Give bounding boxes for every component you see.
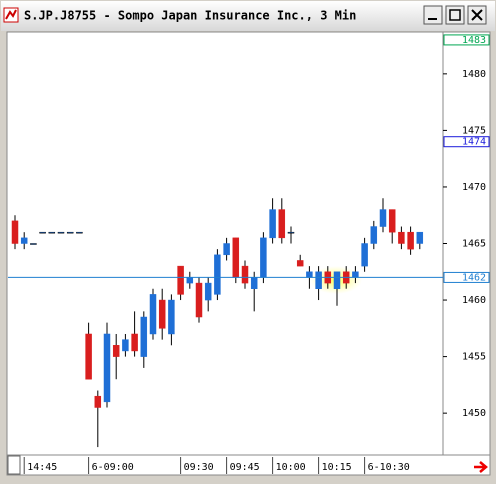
candle-body bbox=[85, 333, 92, 380]
y-tick-label: 1465 bbox=[462, 239, 486, 250]
candle-body bbox=[122, 339, 129, 352]
title-bar bbox=[1, 1, 495, 31]
candle-body bbox=[361, 243, 368, 267]
corner-box[interactable] bbox=[7, 455, 21, 475]
candle-body bbox=[223, 243, 230, 256]
candle-body bbox=[352, 271, 359, 278]
candle-body bbox=[287, 231, 295, 234]
price-axis bbox=[442, 31, 491, 456]
candle-body bbox=[39, 231, 46, 234]
candle-body bbox=[388, 209, 396, 233]
candle-body bbox=[48, 231, 56, 234]
candle-body bbox=[30, 243, 37, 245]
candle-body bbox=[168, 299, 175, 335]
candle-body bbox=[20, 237, 28, 244]
price-marker-label: 1462 bbox=[462, 272, 486, 283]
candle-body bbox=[306, 271, 313, 278]
candle-body bbox=[370, 226, 378, 244]
maximize-glyph bbox=[449, 9, 461, 21]
candle-body bbox=[149, 294, 157, 335]
candle-body bbox=[112, 345, 120, 357]
y-tick-label: 1480 bbox=[462, 69, 486, 80]
candle-body bbox=[57, 231, 65, 234]
chart: 1450 1455 1460 1465 1470 1475 1480 14:45 6-09:00… bbox=[8, 34, 490, 474]
candle-body bbox=[250, 277, 258, 289]
candle-body bbox=[94, 395, 102, 408]
candle-body bbox=[416, 231, 424, 244]
x-tick-label: 09:45 bbox=[230, 462, 260, 473]
candle-body bbox=[66, 231, 74, 234]
x-tick-label: 6-10:30 bbox=[368, 462, 410, 473]
price-marker bbox=[443, 271, 490, 283]
candle-body bbox=[76, 231, 83, 234]
window-buttons bbox=[423, 5, 487, 25]
candle-body bbox=[186, 277, 194, 284]
y-tick-label: 1450 bbox=[462, 408, 486, 419]
candle-body bbox=[131, 333, 138, 352]
candle-body bbox=[398, 231, 405, 244]
candle-body bbox=[177, 265, 184, 295]
candle-body bbox=[315, 271, 322, 289]
candle-body bbox=[103, 333, 111, 403]
time-axis bbox=[6, 454, 491, 476]
candle-body bbox=[407, 231, 414, 250]
y-tick-label: 1460 bbox=[462, 295, 486, 306]
x-tick-label: 10:00 bbox=[276, 462, 306, 473]
candle-body bbox=[214, 254, 221, 295]
window-title: S.JP.J8755 - Sompo Japan Insurance Inc.,… bbox=[24, 9, 356, 23]
candle-body bbox=[204, 282, 212, 301]
price-marker bbox=[443, 136, 490, 148]
price-marker-label: 1483 bbox=[462, 35, 486, 46]
candle-body bbox=[296, 260, 304, 267]
minimize-button[interactable] bbox=[423, 5, 443, 25]
x-tick-label: 09:30 bbox=[184, 462, 214, 473]
y-tick-label: 1470 bbox=[462, 182, 486, 193]
app-icon-glyph bbox=[5, 9, 17, 20]
x-tick-label: 10:15 bbox=[322, 462, 352, 473]
candle-body bbox=[260, 237, 267, 278]
y-tick-label: 1455 bbox=[462, 352, 486, 363]
candle-body bbox=[232, 237, 240, 278]
x-tick-label: 6-09:00 bbox=[92, 462, 134, 473]
candle-body bbox=[158, 299, 166, 329]
price-marker-label: 1474 bbox=[462, 137, 486, 148]
price-marker bbox=[443, 34, 490, 46]
candle-body bbox=[278, 209, 286, 239]
x-tick-label: 14:45 bbox=[27, 462, 57, 473]
scroll-arrow[interactable] bbox=[474, 461, 488, 473]
candle-body bbox=[379, 209, 387, 227]
y-tick-label: 1475 bbox=[462, 125, 486, 136]
candle-body bbox=[241, 265, 249, 284]
candle-body bbox=[140, 316, 148, 357]
candle-body bbox=[195, 282, 203, 318]
close-glyph bbox=[471, 9, 483, 21]
candle-body bbox=[333, 271, 341, 289]
maximize-button[interactable] bbox=[445, 5, 465, 25]
candle-body bbox=[269, 209, 276, 239]
candle-body bbox=[11, 220, 19, 244]
